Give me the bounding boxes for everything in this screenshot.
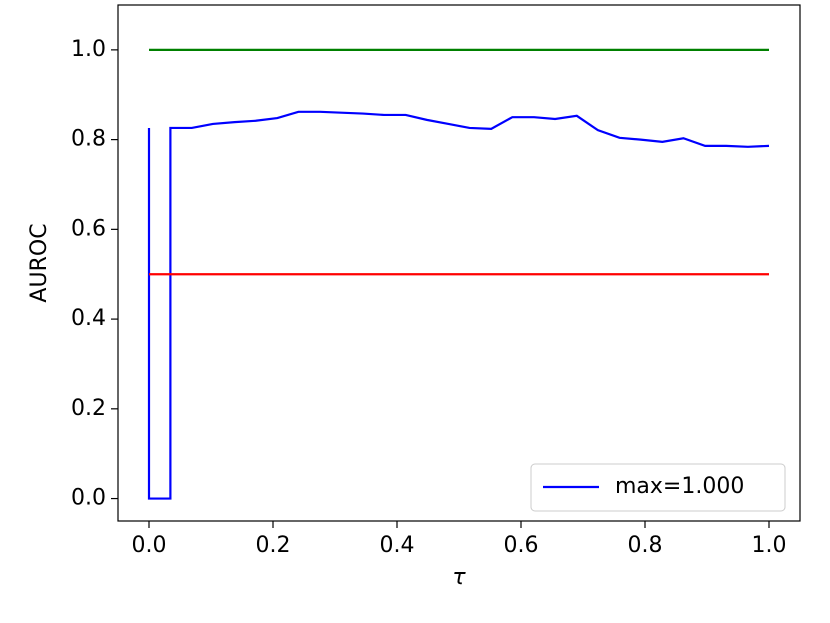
plot-frame xyxy=(117,4,801,522)
y-axis-label: AUROC xyxy=(27,223,52,302)
x-axis-label: τ xyxy=(452,565,466,590)
x-tick-label: 1.0 xyxy=(752,533,787,558)
y-tick-label: 0.0 xyxy=(71,486,106,511)
y-tick-label: 0.2 xyxy=(71,396,106,421)
legend-label: max=1.000 xyxy=(615,474,744,499)
y-tick-label: 0.8 xyxy=(71,127,106,152)
data-line xyxy=(147,110,770,500)
y-tick-label: 0.6 xyxy=(71,216,106,241)
x-tick-label: 0.6 xyxy=(504,533,539,558)
y-tick-label: 1.0 xyxy=(71,37,106,62)
x-tick-label: 0.0 xyxy=(132,533,167,558)
x-tick-label: 0.8 xyxy=(628,533,663,558)
y-tick-label: 0.4 xyxy=(71,306,106,331)
x-tick-label: 0.4 xyxy=(380,533,415,558)
legend-box xyxy=(530,463,786,512)
x-tick-label: 0.2 xyxy=(256,533,291,558)
